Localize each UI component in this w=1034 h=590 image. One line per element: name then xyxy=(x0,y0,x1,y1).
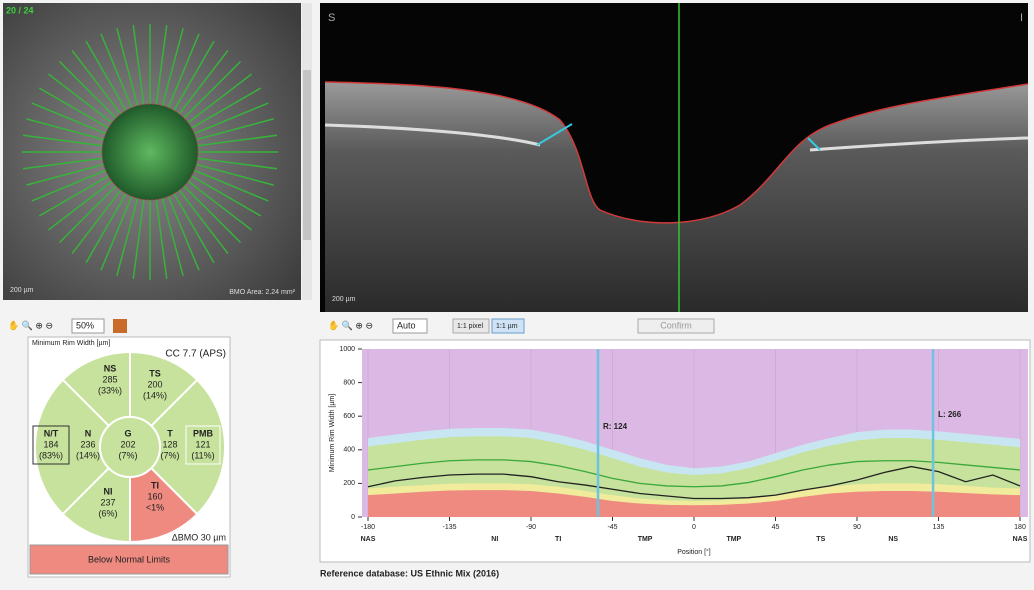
marker-label: R: 124 xyxy=(603,422,628,431)
sector-percent: (33%) xyxy=(98,385,122,395)
y-axis-label: Minimum Rim Width [µm] xyxy=(329,394,336,472)
chart: 0 200 400 600 800 1000 -180 -135 -90 -45 0 45 90 135 1… xyxy=(329,346,1028,556)
micron-label: 1:1 µm xyxy=(496,323,518,330)
bmo-area: BMO Area: 2.24 mm² xyxy=(229,289,295,296)
x-tick-label: -90 xyxy=(526,524,536,531)
y-tick-label: 0 xyxy=(351,514,355,521)
x-tick-label: 90 xyxy=(853,524,861,531)
sector-label: NI xyxy=(104,486,113,496)
pixel-button[interactable] xyxy=(452,318,490,334)
quality-label: CC 7.7 (APS) xyxy=(165,349,226,360)
sector-percent: (14%) xyxy=(76,450,100,460)
sector-value: 160 xyxy=(147,491,162,501)
scale-label: 200 µm xyxy=(332,296,356,303)
x-axis-label: Position [°] xyxy=(677,548,711,556)
sector-box xyxy=(32,425,70,465)
sector-label: NS xyxy=(104,363,117,373)
sector-axis-label: NI xyxy=(491,536,498,543)
scroll-thumb[interactable] xyxy=(303,70,311,240)
line xyxy=(367,465,1021,500)
sector-label: TI xyxy=(151,480,159,490)
orientation-label: S xyxy=(328,12,335,24)
sector-label: T xyxy=(167,428,173,438)
sector-value: 121 xyxy=(195,439,210,449)
x-tick-label: -45 xyxy=(607,524,617,531)
zoom-select[interactable] xyxy=(71,318,105,334)
scale-label: 200 µm xyxy=(10,287,34,294)
sector-axis-label: NS xyxy=(888,536,898,543)
y-tick-label: 1000 xyxy=(339,346,355,353)
summary-title: Minimum Rim Width [µm] xyxy=(32,340,110,347)
marker-label: L: 266 xyxy=(938,410,962,419)
sector-value: 236 xyxy=(80,439,95,449)
classification: Below Normal Limits xyxy=(88,554,171,564)
sector-label: G xyxy=(124,428,131,438)
sector-label: N/T xyxy=(44,428,59,438)
tool-icons[interactable]: ✋ 🔍 ⊕ ⊖ xyxy=(328,319,373,330)
confirm-label: Confirm xyxy=(660,320,692,330)
delta-label: ΔBMO 30 µm xyxy=(172,532,226,542)
sector-axis-label: NAS xyxy=(361,536,376,543)
y-tick-label: 800 xyxy=(343,379,355,386)
sector-label: N xyxy=(85,428,92,438)
retina-tissue xyxy=(325,82,1028,312)
x-tick-label: -135 xyxy=(442,524,456,531)
zoom-select[interactable] xyxy=(392,318,428,334)
classification-box xyxy=(29,544,229,575)
zoom-value: Auto xyxy=(397,320,416,330)
sector-value: 128 xyxy=(162,439,177,449)
band-area xyxy=(368,490,1020,517)
x-tick-label: 135 xyxy=(933,524,945,531)
sector-percent: (7%) xyxy=(118,450,137,460)
sector-wheel: NS285(33%)TS200(14%)N/T184(83%)N236(14%)… xyxy=(32,350,226,544)
sector-percent: (7%) xyxy=(160,450,179,460)
sector-percent: (14%) xyxy=(143,390,167,400)
footer: Reference database: US Ethnic Mix (2016) xyxy=(320,568,499,578)
sector-box xyxy=(185,425,221,465)
sector-percent: (83%) xyxy=(39,450,63,460)
micron-button[interactable] xyxy=(491,318,525,334)
tool-button[interactable] xyxy=(113,319,127,333)
scan-counter: 20 / 24 xyxy=(6,5,34,15)
mrw-arrow xyxy=(536,123,573,146)
x-tick-label: 0 xyxy=(692,524,696,531)
sector-label: PMB xyxy=(193,428,214,438)
sector-axis-label: TMP xyxy=(638,536,653,543)
sector-value: 237 xyxy=(100,497,115,507)
sector-axis-label: TI xyxy=(555,536,561,543)
ilm-contour xyxy=(324,81,1029,224)
sector-value: 200 xyxy=(147,379,162,389)
sector-label: TS xyxy=(149,368,161,378)
y-tick-label: 200 xyxy=(343,480,355,487)
line xyxy=(367,459,1021,488)
x-tick-label: 180 xyxy=(1014,524,1026,531)
sector-value: 285 xyxy=(102,374,117,384)
optic-disc xyxy=(101,103,199,201)
sector-percent: <1% xyxy=(146,502,164,512)
sector-percent: (6%) xyxy=(98,508,117,518)
confirm-button[interactable] xyxy=(637,318,715,334)
mrw-arrow xyxy=(807,137,821,151)
sector-value: 184 xyxy=(43,439,58,449)
sector-axis-label: TMP xyxy=(726,536,741,543)
rpe-layer xyxy=(324,123,1029,152)
y-tick-label: 600 xyxy=(343,413,355,420)
zoom-value: 50% xyxy=(76,320,94,330)
pixel-label: 1:1 pixel xyxy=(457,323,484,330)
sector-value: 202 xyxy=(120,439,135,449)
sector-percent: (11%) xyxy=(191,450,214,460)
sector-axis-label: TS xyxy=(816,536,825,543)
x-tick-label: 45 xyxy=(772,524,780,531)
orientation-label: I xyxy=(1020,12,1023,24)
x-tick-label: -180 xyxy=(361,524,375,531)
tool-icons[interactable]: ✋ 🔍 ⊕ ⊖ xyxy=(8,319,53,330)
y-tick-label: 400 xyxy=(343,447,355,454)
sector-axis-label: NAS xyxy=(1013,536,1028,543)
sector xyxy=(99,416,161,478)
